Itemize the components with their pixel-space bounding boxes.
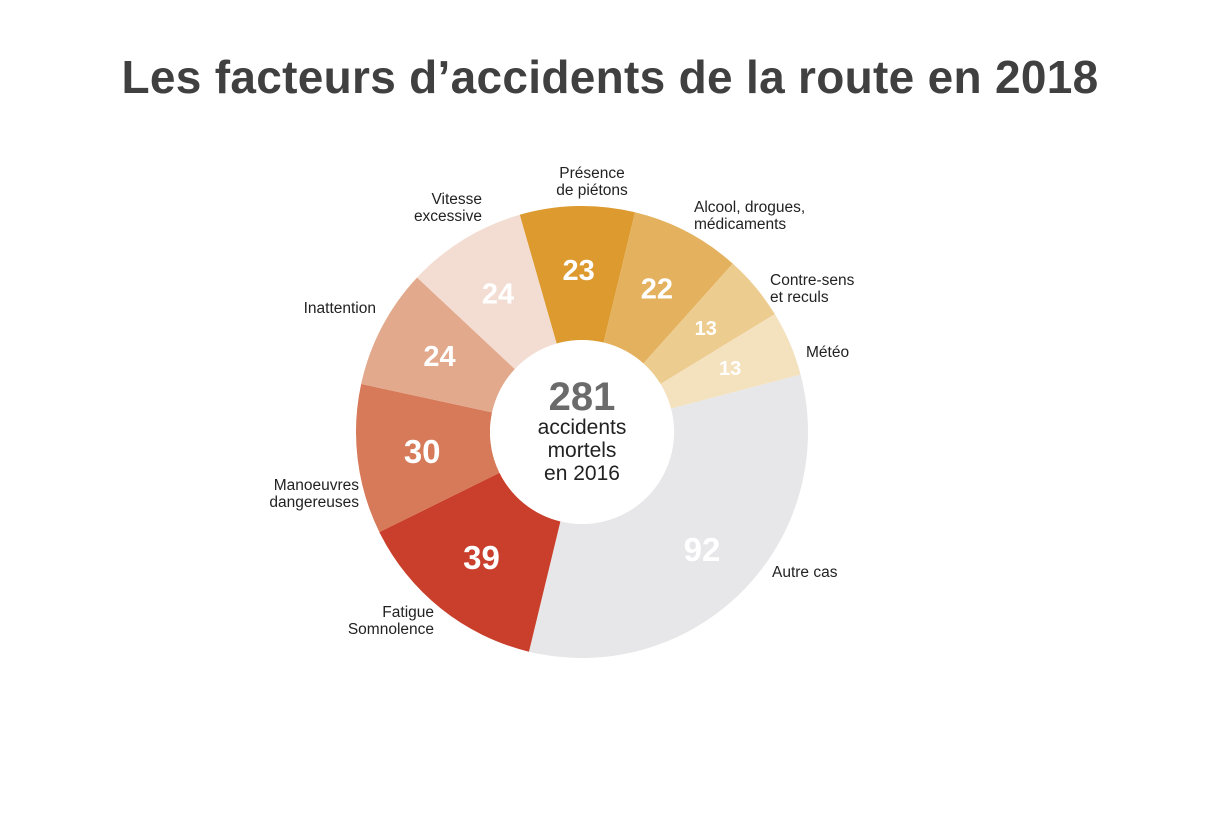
slice-label-line: Vitesse [431,191,482,208]
slice-value-4: 92 [684,531,721,568]
slice-label-line: et reculs [770,289,829,306]
slice-4 [528,374,808,658]
slice-8 [417,214,557,370]
slice-label-0: Présence de piétons [556,165,628,199]
slice-label-line: Manoeuvres [274,477,360,494]
slice-value-2: 13 [695,318,717,340]
slice-7 [361,277,515,413]
slice-5 [379,472,561,652]
chart-title: Les facteurs d’accidents de la route en … [121,51,1099,103]
center-text-line: accidents [538,416,627,439]
center-hole [490,340,674,524]
center-text-line: mortels [548,439,617,462]
center-total: 281 [549,375,616,419]
slices-layer [355,205,808,658]
slice-label-5: Fatigue Somnolence [348,604,434,638]
slice-label-line: Fatigue [382,604,434,621]
center-text-line: en 2016 [544,462,620,485]
slice-label-line: Inattention [304,300,376,317]
slice-value-3: 13 [719,358,741,380]
slice-label-4: Autre cas [772,564,838,581]
slice-label-line: Autre cas [772,564,838,581]
slice-label-2: Contre-sens et reculs [770,272,855,306]
slice-value-8: 24 [482,279,514,311]
slice-value-7: 24 [423,341,455,373]
slice-label-line: de piétons [556,182,628,199]
slice-3 [660,314,801,409]
labels-layer: Présence de piétons Alcool, drogues, médica… [269,165,854,638]
slice-value-5: 39 [463,539,500,576]
slice-value-1: 22 [641,273,673,305]
slice-label-line: Présence [559,165,624,182]
slice-1 [603,212,733,364]
slice-label-line: excessive [414,208,482,225]
slice-label-line: Somnolence [348,621,434,638]
slice-label-3: Météo [806,344,849,361]
slice-label-8: Vitesse excessive [414,191,482,225]
slice-label-1: Alcool, drogues, médicaments [694,199,805,233]
slice-value-6: 30 [404,433,441,470]
slice-0 [519,205,636,344]
slice-label-line: Alcool, drogues, [694,199,805,216]
slice-label-line: Contre-sens [770,272,855,289]
slice-label-line: Météo [806,344,849,361]
slice-value-0: 23 [562,255,594,287]
slice-label-line: médicaments [694,216,786,233]
slice-2 [643,263,775,385]
slice-label-line: dangereuses [269,494,359,511]
slice-label-7: Inattention [304,300,376,317]
slice-label-6: Manoeuvres dangereuses [269,477,359,511]
slice-6 [355,383,500,533]
